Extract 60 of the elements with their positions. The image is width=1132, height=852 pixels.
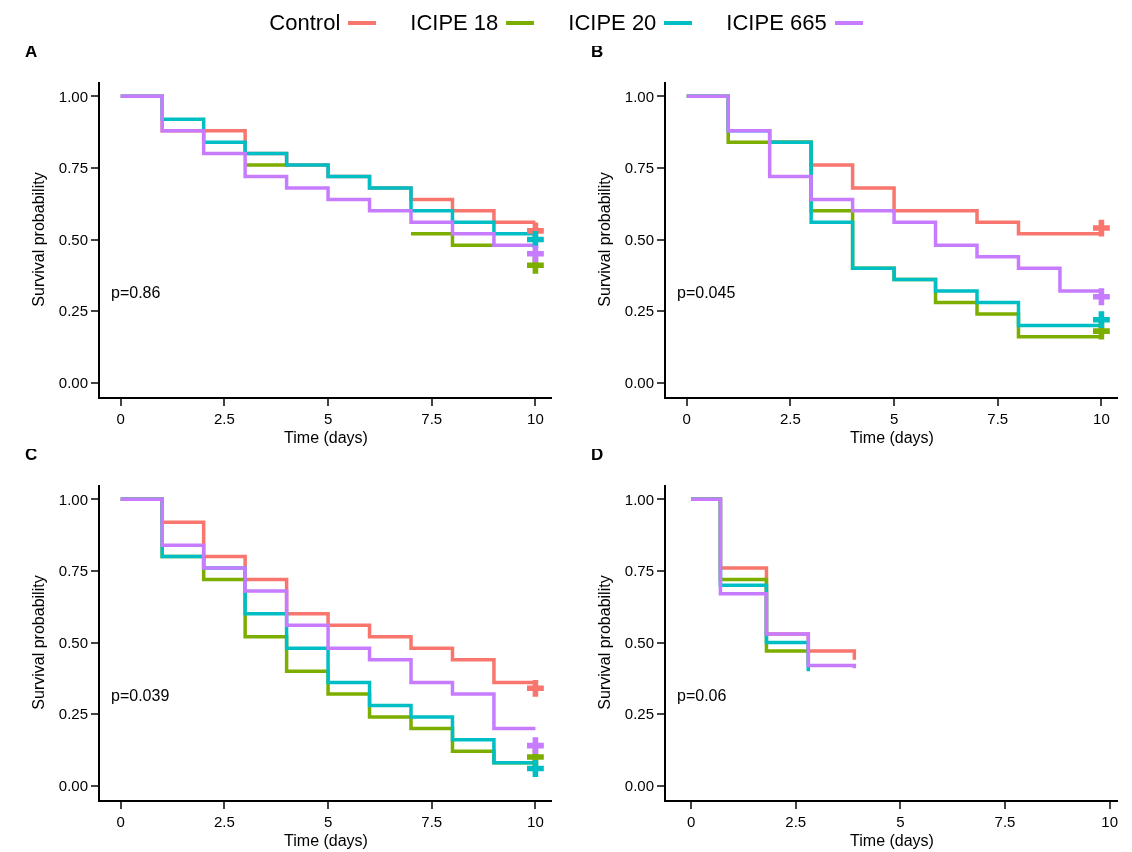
y-tick-label: 1.00 bbox=[58, 87, 88, 105]
legend-label: Control bbox=[269, 10, 341, 36]
y-tick-label: 0.50 bbox=[58, 230, 88, 248]
y-tick-label: 1.00 bbox=[624, 490, 654, 508]
x-tick-label: 5 bbox=[323, 813, 333, 830]
y-axis-title: Survival probability bbox=[30, 172, 48, 307]
x-tick-label: 2.5 bbox=[213, 410, 235, 427]
y-tick-label: 0.25 bbox=[58, 705, 88, 723]
y-tick-label: 0.75 bbox=[58, 562, 88, 580]
annotation: p=0.86 bbox=[111, 284, 161, 301]
y-tick-label: 0.25 bbox=[624, 302, 654, 320]
x-axis-title: Time (days) bbox=[850, 429, 934, 447]
y-axis-title: Survival probability bbox=[30, 575, 48, 710]
y-tick-label: 0.25 bbox=[58, 302, 88, 320]
x-tick-label: 2.5 bbox=[779, 410, 801, 427]
y-axis-title: Survival probability bbox=[596, 575, 614, 710]
x-tick-label: 10 bbox=[527, 410, 544, 427]
y-axis-title: Survival probability bbox=[596, 172, 614, 307]
x-tick-label: 0 bbox=[116, 813, 125, 830]
x-tick-label: 2.5 bbox=[213, 813, 235, 830]
x-tick-label: 7.5 bbox=[421, 410, 443, 427]
y-tick-label: 0.75 bbox=[624, 562, 654, 580]
x-tick-label: 0 bbox=[116, 410, 125, 427]
x-axis-title: Time (days) bbox=[284, 429, 368, 447]
y-tick-label: 0.25 bbox=[624, 705, 654, 723]
x-axis-title: Time (days) bbox=[284, 832, 368, 850]
legend-label: ICIPE 18 bbox=[410, 10, 499, 36]
y-tick-label: 0.50 bbox=[624, 633, 654, 651]
x-tick-label: 7.5 bbox=[421, 813, 443, 830]
x-tick-label: 10 bbox=[1101, 813, 1118, 830]
chart-title: B bbox=[591, 42, 604, 61]
x-axis-title: Time (days) bbox=[850, 832, 934, 850]
x-tick-label: 10 bbox=[527, 813, 544, 830]
x-tick-label: 5 bbox=[896, 813, 905, 830]
y-tick-label: 0.75 bbox=[58, 159, 88, 177]
y-tick-label: 0.00 bbox=[624, 776, 654, 794]
chart-title: A bbox=[25, 42, 38, 61]
x-tick-label: 0 bbox=[682, 410, 691, 427]
y-tick-label: 1.00 bbox=[58, 490, 88, 508]
annotation: p=0.045 bbox=[677, 284, 736, 301]
y-tick-label: 0.50 bbox=[624, 230, 654, 248]
legend-label: ICIPE 665 bbox=[726, 10, 827, 36]
y-tick-label: 1.00 bbox=[624, 87, 654, 105]
annotation: p=0.039 bbox=[111, 687, 170, 704]
x-tick-label: 10 bbox=[1093, 410, 1110, 427]
x-tick-label: 5 bbox=[889, 410, 899, 427]
chart-title: D bbox=[591, 445, 604, 464]
legend-label: ICIPE 20 bbox=[568, 10, 657, 36]
x-tick-label: 7.5 bbox=[994, 813, 1016, 830]
chart-title: C bbox=[25, 445, 38, 464]
x-tick-label: 0 bbox=[686, 813, 696, 830]
annotation: p=0.06 bbox=[677, 687, 727, 704]
y-tick-label: 0.50 bbox=[58, 633, 88, 651]
x-tick-label: 2.5 bbox=[785, 813, 807, 830]
y-tick-label: 0.75 bbox=[624, 159, 654, 177]
x-tick-label: 5 bbox=[323, 410, 333, 427]
y-tick-label: 0.00 bbox=[58, 776, 88, 794]
x-tick-label: 7.5 bbox=[987, 410, 1009, 427]
y-tick-label: 0.00 bbox=[58, 373, 88, 391]
y-tick-label: 0.00 bbox=[624, 373, 654, 391]
